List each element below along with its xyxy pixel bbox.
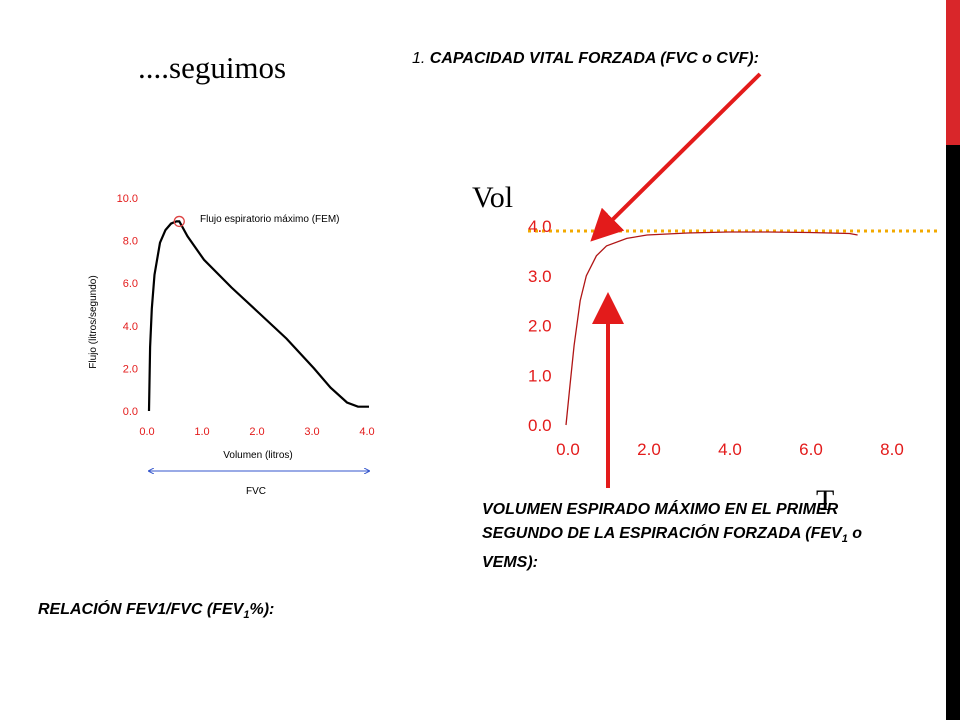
peak-flow-label: Flujo espiratorio máximo (FEM) [200,214,339,225]
volume-time-chart: 0.0 1.0 2.0 3.0 4.0 0.0 2.0 4.0 6.0 8.0 Vol T [472,181,940,517]
flow-x-axis-label: Volumen (litros) [223,450,292,461]
ratio-caption-text: RELACIÓN FEV1/FVC (FEV [38,601,244,618]
fvc-range-label: FVC [246,486,266,497]
fev1-caption-text: VOLUMEN ESPIRADO MÁXIMO EN EL PRIMER SEG… [482,501,842,542]
time-x-axis-label: T [816,484,834,517]
ratio-caption-tail: %): [249,601,275,618]
volume-y-ticks: 0.0 1.0 2.0 3.0 4.0 [528,217,552,435]
flow-y-tick-label: 4.0 [123,321,138,333]
time-x-ticks: 0.0 2.0 4.0 6.0 8.0 [556,440,904,459]
fvc-pointer-arrow [590,72,762,242]
flow-x-tick-label: 1.0 [194,426,209,438]
volume-y-tick-label: 2.0 [528,317,552,336]
time-x-tick-label: 6.0 [799,440,823,459]
flow-y-tick-label: 10.0 [117,193,138,205]
volume-y-axis-label: Vol [472,181,513,214]
flow-volume-chart: 0.0 2.0 4.0 6.0 8.0 10.0 0.0 1.0 2.0 3.0 4.0 Fluj… [88,193,375,497]
side-accent-red [946,0,960,145]
flow-volume-curve [147,220,369,412]
time-x-tick-label: 0.0 [556,440,580,459]
flow-x-tick-label: 4.0 [359,426,374,438]
flow-y-axis-label: Flujo (litros/segundo) [88,275,99,368]
flow-x-tick-label: 3.0 [304,426,319,438]
volume-y-tick-label: 4.0 [528,217,552,236]
heading-text: CAPACIDAD VITAL FORZADA (FVC o CVF): [429,50,759,67]
ratio-caption: RELACIÓN FEV1/FVC (FEV1%): [38,601,274,621]
volume-y-tick-label: 0.0 [528,416,552,435]
flow-y-tick-label: 2.0 [123,363,138,375]
flow-x-ticks: 0.0 1.0 2.0 3.0 4.0 [139,426,374,438]
fev1-caption-subscript: 1 [841,533,848,546]
time-x-tick-label: 2.0 [637,440,661,459]
fvc-heading: 1. CAPACIDAD VITAL FORZADA (FVC o CVF): [412,50,759,68]
volume-y-tick-label: 3.0 [528,267,552,286]
fev1-caption-tail: o VEMS): [482,525,863,572]
ratio-caption-subscript: 1 [243,609,250,622]
volume-time-curve [565,231,858,426]
flow-y-tick-label: 8.0 [123,236,138,248]
flow-y-tick-label: 0.0 [123,406,138,418]
side-accent-bar [946,0,960,720]
fev1-caption: VOLUMEN ESPIRADO MÁXIMO EN EL PRIMER SEG… [482,498,882,575]
heading-number: 1. [412,50,426,67]
flow-x-tick-label: 2.0 [249,426,264,438]
flow-y-tick-label: 6.0 [123,278,138,290]
peak-flow-marker [173,215,185,228]
slide-title: ....seguimos [138,50,287,85]
volume-y-tick-label: 1.0 [528,366,552,385]
time-x-tick-label: 4.0 [718,440,742,459]
flow-x-tick-label: 0.0 [139,426,154,438]
time-x-tick-label: 8.0 [880,440,904,459]
flow-y-ticks: 0.0 2.0 4.0 6.0 8.0 10.0 [117,193,138,418]
